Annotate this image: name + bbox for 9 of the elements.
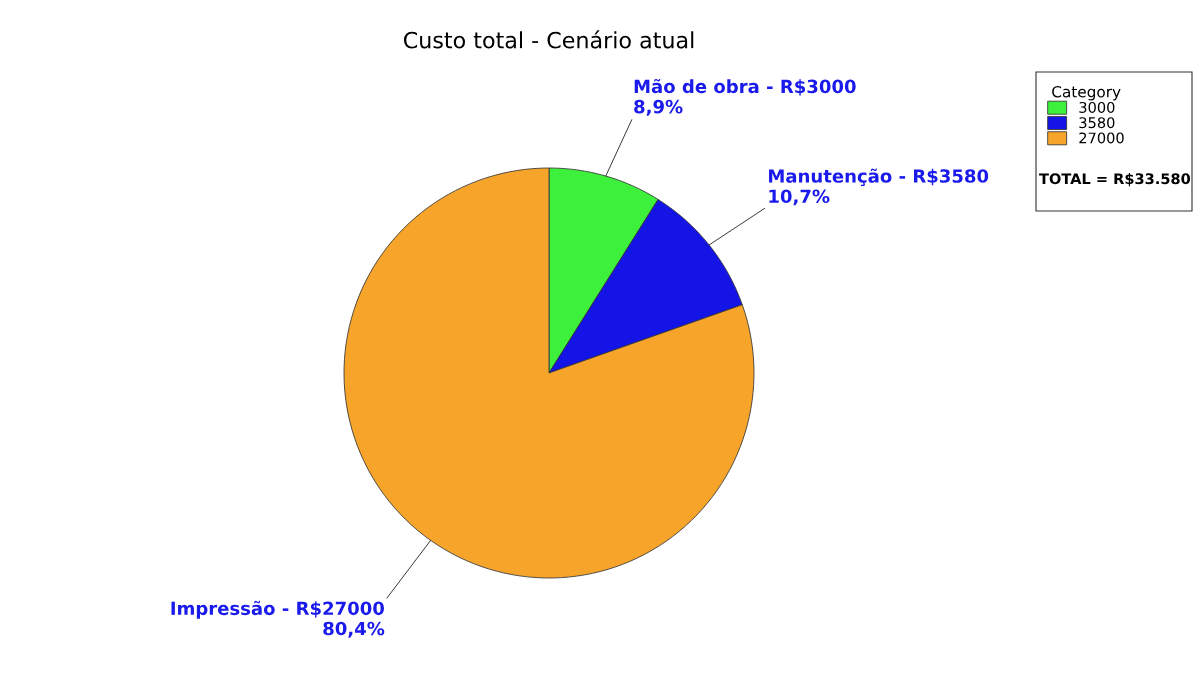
data-label: Impressão - R$27000 80,4% bbox=[171, 600, 385, 638]
legend-label: 3580 bbox=[1079, 117, 1115, 129]
legend-label: 3000 bbox=[1079, 101, 1115, 113]
legend-label: 27000 bbox=[1079, 132, 1124, 144]
legend-title: Category bbox=[1052, 85, 1121, 101]
data-label: Mão de obra - R$3000 8,9% bbox=[634, 78, 856, 116]
data-label: Manutenção - R$3580 10,7% bbox=[769, 168, 989, 206]
text: TOTAL = R$33.580 bbox=[1039, 172, 1191, 187]
chart-title: Custo total - Cenário atual bbox=[403, 30, 694, 49]
